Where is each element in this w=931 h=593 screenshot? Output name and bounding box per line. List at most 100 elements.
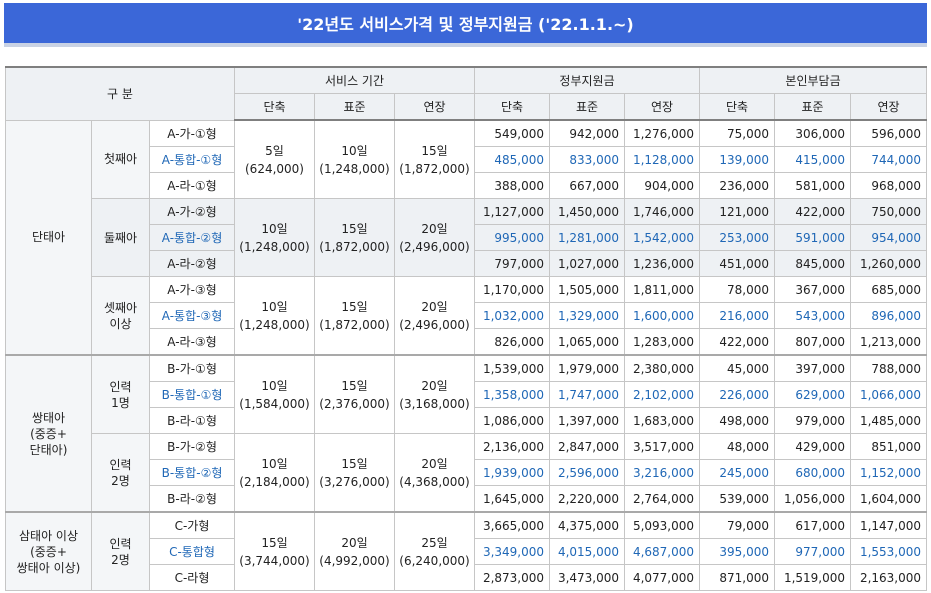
service-period-cell: 5일 (624,000): [234, 119, 315, 199]
gov-support-cell: 2,102,000: [624, 381, 701, 408]
gov-support-cell: 1,236,000: [624, 250, 701, 277]
price-table: 구 분 서비스 기간 정부지원금 본인부담금 단축 표준 연장 단축 표준 연장…: [5, 66, 928, 591]
subgroup-label: 첫째아: [91, 119, 150, 199]
category-header: 구 분: [5, 66, 235, 121]
table-row: B-라-②형 1,645,000 2,220,000 2,764,000 539,000…: [6, 485, 928, 513]
gov-support-cell: 1,027,000: [549, 250, 626, 277]
self-pay-cell: 75,000: [699, 119, 776, 147]
self-pay-cell: 245,000: [699, 459, 776, 486]
gov-support-cell: 1,450,000: [549, 198, 626, 225]
self-pay-cell: 596,000: [850, 119, 928, 147]
self-pay-cell: 871,000: [699, 564, 776, 591]
sub-header: 표준: [549, 93, 626, 121]
gov-support-cell: 1,065,000: [549, 328, 626, 356]
plan-type: A-가-①형: [149, 119, 235, 147]
plan-type: A-가-②형: [149, 198, 235, 225]
service-period-cell: 20일 (2,496,000): [393, 276, 476, 356]
self-pay-cell: 451,000: [699, 250, 776, 277]
self-pay-cell: 685,000: [850, 276, 928, 303]
gov-support-cell: 1,811,000: [624, 276, 701, 303]
self-pay-cell: 367,000: [774, 276, 852, 303]
service-period-cell: 15일 (1,872,000): [314, 276, 395, 356]
gov-support-cell: 1,539,000: [474, 354, 551, 382]
service-period-cell: 20일 (2,496,000): [393, 198, 476, 277]
service-period-cell: 10일 (2,184,000): [234, 433, 315, 513]
title-banner-shadow: [4, 43, 927, 47]
self-pay-cell: 422,000: [699, 328, 776, 356]
table-row: 인력 2명 B-가-②형 10일 (2,184,000) 15일 (3,276,000) 20…: [6, 433, 928, 513]
gov-support-cell: 1,542,000: [624, 224, 701, 251]
service-period-cell: 10일 (1,584,000): [234, 354, 315, 434]
table-row: 둘째아 A-가-②형 10일 (1,248,000) 15일 (1,872,000) 20일…: [6, 198, 928, 277]
service-period-cell: 20일 (4,368,000): [393, 433, 476, 513]
self-pay-header: 본인부담금: [699, 66, 928, 94]
gov-support-cell: 2,596,000: [549, 459, 626, 486]
self-pay-cell: 807,000: [774, 328, 852, 356]
self-pay-cell: 1,147,000: [850, 511, 928, 539]
self-pay-cell: 1,056,000: [774, 485, 852, 513]
gov-support-cell: 995,000: [474, 224, 551, 251]
table-row: A-통합-①형 485,000 833,000 1,128,000 139,000 415…: [6, 146, 928, 173]
service-period-cell: 15일 (2,376,000): [314, 354, 395, 434]
gov-support-cell: 1,329,000: [549, 302, 626, 329]
service-period-cell: 10일 (1,248,000): [234, 276, 315, 356]
gov-support-cell: 1,358,000: [474, 381, 551, 408]
gov-support-cell: 1,746,000: [624, 198, 701, 225]
self-pay-cell: 954,000: [850, 224, 928, 251]
self-pay-cell: 306,000: [774, 119, 852, 147]
subgroup-label: 인력 2명: [91, 511, 150, 591]
gov-support-cell: 2,847,000: [549, 433, 626, 460]
table-row: A-통합-②형 995,000 1,281,000 1,542,000 253,000 5…: [6, 224, 928, 251]
self-pay-cell: 581,000: [774, 172, 852, 199]
plan-type: B-통합-①형: [149, 381, 235, 408]
self-pay-cell: 845,000: [774, 250, 852, 277]
sub-header: 연장: [624, 93, 701, 121]
subgroup-label: 인력 1명: [91, 354, 150, 434]
self-pay-cell: 1,213,000: [850, 328, 928, 356]
gov-support-cell: 1,645,000: [474, 485, 551, 513]
self-pay-cell: 1,553,000: [850, 538, 928, 565]
self-pay-cell: 1,152,000: [850, 459, 928, 486]
self-pay-cell: 498,000: [699, 407, 776, 434]
table-row: 쌍태아 (중증+ 단태아) 인력 1명 B-가-①형 10일 (1,584,000) 15일 (2…: [5, 354, 928, 513]
sub-header: 표준: [314, 93, 395, 121]
plan-type: B-통합-②형: [149, 459, 235, 486]
gov-support-cell: 797,000: [474, 250, 551, 277]
gov-support-cell: 1,397,000: [549, 407, 626, 434]
gov-support-cell: 3,349,000: [474, 538, 551, 565]
service-period-cell: 25일 (6,240,000): [393, 511, 476, 591]
gov-support-cell: 667,000: [549, 172, 626, 199]
gov-support-cell: 3,665,000: [474, 511, 551, 539]
self-pay-cell: 979,000: [774, 407, 852, 434]
gov-support-cell: 2,764,000: [624, 485, 701, 513]
self-pay-cell: 45,000: [699, 354, 776, 382]
table-row: A-라-②형 797,000 1,027,000 1,236,000 451,000 84…: [6, 250, 928, 277]
gov-support-cell: 833,000: [549, 146, 626, 173]
self-pay-cell: 744,000: [850, 146, 928, 173]
plan-type: B-가-①형: [149, 354, 235, 382]
service-period-cell: 10일 (1,248,000): [234, 198, 315, 277]
gov-support-cell: 2,873,000: [474, 564, 551, 591]
service-period-cell: 20일 (4,992,000): [314, 511, 395, 591]
self-pay-cell: 1,260,000: [850, 250, 928, 277]
table-row: B-통합-②형 1,939,000 2,596,000 3,216,000 245,00…: [6, 459, 928, 486]
gov-support-header: 정부지원금: [474, 66, 701, 94]
table-row: 삼태아 이상 (중증+ 쌍태아 이상) 인력 2명 C-가형 15일 (3,744,000) 2…: [5, 511, 928, 591]
self-pay-cell: 968,000: [850, 172, 928, 199]
self-pay-cell: 629,000: [774, 381, 852, 408]
sub-header: 단축: [474, 93, 551, 121]
self-pay-cell: 226,000: [699, 381, 776, 408]
table-row: C-통합형 3,349,000 4,015,000 4,687,000 395,000 9…: [6, 538, 928, 565]
self-pay-cell: 539,000: [699, 485, 776, 513]
gov-support-cell: 1,170,000: [474, 276, 551, 303]
group-label: 쌍태아 (중증+ 단태아): [5, 354, 92, 513]
sub-header: 단축: [234, 93, 315, 121]
subgroup-label: 인력 2명: [91, 433, 150, 513]
gov-support-cell: 1,128,000: [624, 146, 701, 173]
gov-support-cell: 4,375,000: [549, 511, 626, 539]
self-pay-cell: 79,000: [699, 511, 776, 539]
gov-support-cell: 485,000: [474, 146, 551, 173]
service-period-cell: 10일 (1,248,000): [314, 119, 395, 199]
plan-type: C-통합형: [149, 538, 235, 565]
sub-header: 단축: [699, 93, 776, 121]
